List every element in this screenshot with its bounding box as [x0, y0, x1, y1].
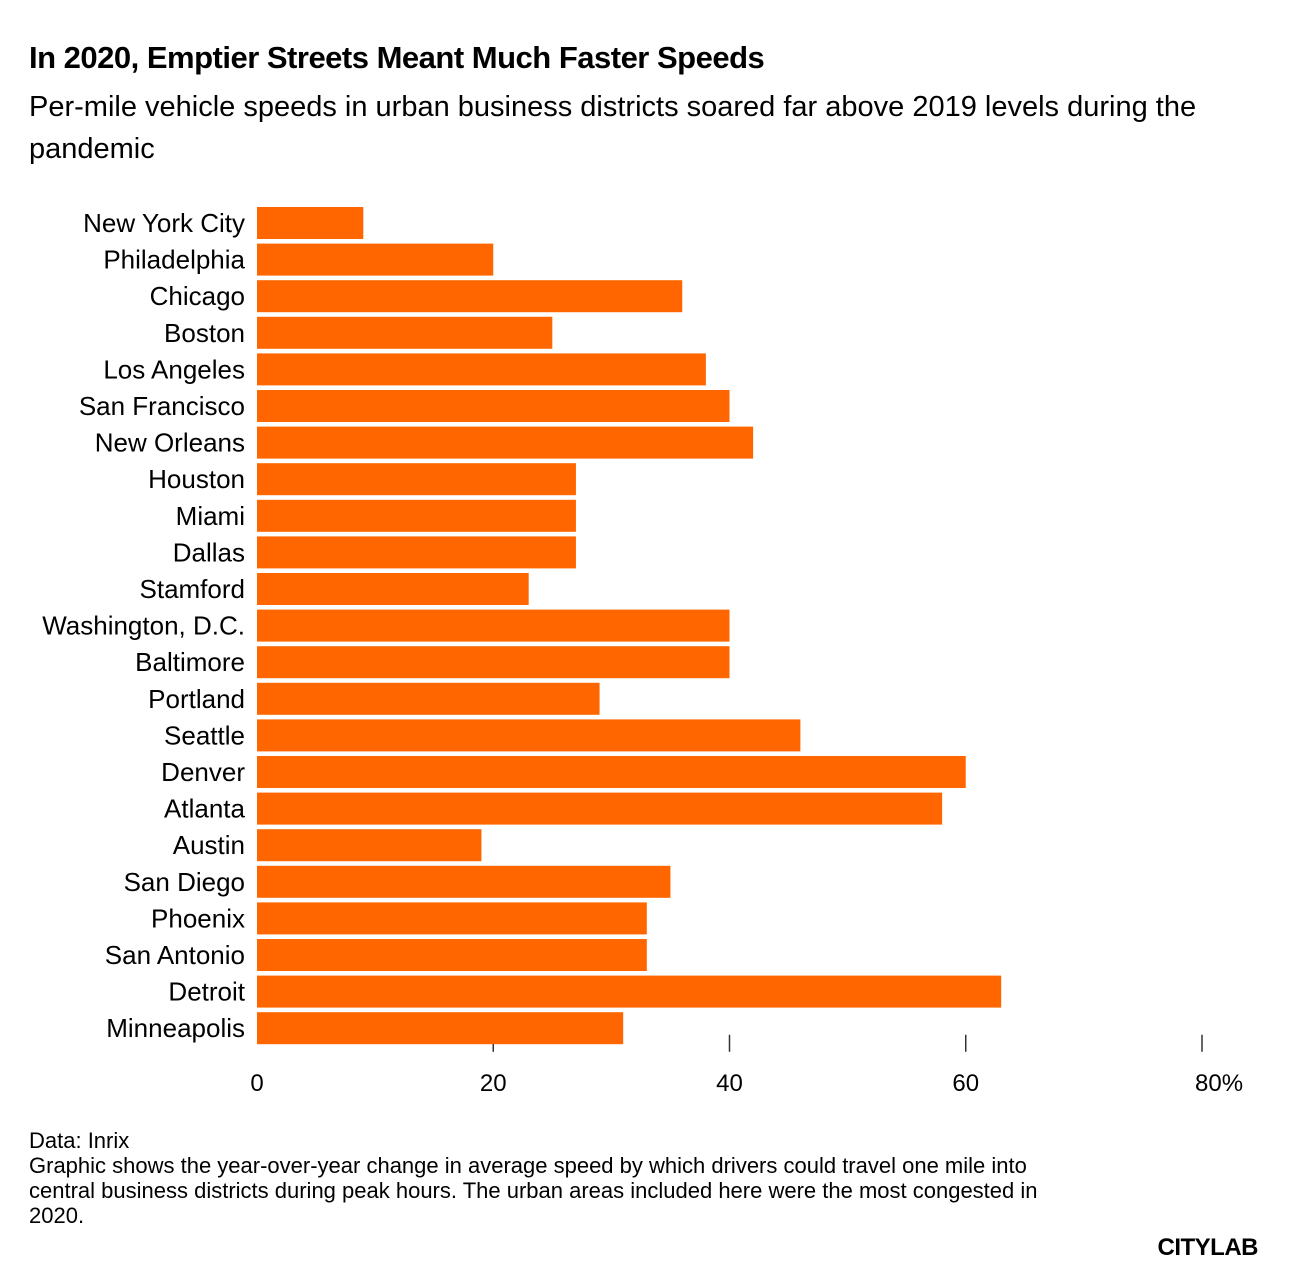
category-label: Atlanta [164, 794, 245, 824]
bar-dallas [257, 536, 576, 569]
x-tick-label: 0 [250, 1070, 263, 1097]
chart-title: In 2020, Emptier Streets Meant Much Fast… [29, 40, 765, 75]
category-label: Los Angeles [103, 354, 245, 384]
bar-phoenix [257, 902, 647, 935]
category-label: Chicago [150, 281, 245, 311]
category-label: Philadelphia [103, 245, 245, 275]
citylab-logo: CITYLAB [1157, 1234, 1259, 1261]
category-label: Washington, D.C. [42, 611, 245, 641]
category-label: Denver [161, 757, 245, 787]
category-label: Detroit [168, 977, 245, 1007]
bar-san-diego [257, 865, 671, 898]
bar-baltimore [257, 646, 730, 679]
bar-los-angeles [257, 353, 706, 386]
x-tick-label: 80% [1195, 1070, 1243, 1097]
category-label: Phoenix [151, 903, 245, 933]
footer: Data: Inrix Graphic shows the year-over-… [29, 1128, 1049, 1228]
bar-washington-d-c [257, 609, 730, 642]
bar-san-francisco [257, 390, 730, 422]
x-tick-label: 40 [716, 1070, 743, 1097]
category-label: Portland [148, 684, 245, 714]
bar-philadelphia [257, 243, 494, 276]
bar-portland [257, 682, 600, 715]
bar-san-antonio [257, 939, 647, 971]
category-label: San Francisco [79, 391, 245, 421]
category-label: San Diego [124, 867, 245, 897]
bar-boston [257, 316, 553, 349]
bar-new-york-city [257, 207, 364, 239]
bar-chart: 0 20 40 60 80% New York City Philadelphia Chic… [42, 207, 1243, 1097]
bar-detroit [257, 975, 1002, 1008]
category-label: Dallas [173, 537, 245, 567]
bar-new-orleans [257, 426, 754, 459]
footnote: Graphic shows the year-over-year change … [29, 1153, 1038, 1228]
bar-seattle [257, 719, 801, 752]
category-label: Stamford [140, 574, 246, 604]
bars-group [257, 207, 1002, 1045]
category-labels: New York City Philadelphia Chicago Boston Lo… [42, 208, 246, 1043]
category-label: Miami [176, 501, 245, 531]
bar-stamford [257, 573, 529, 605]
data-source: Data: Inrix [29, 1128, 130, 1153]
bar-chicago [257, 280, 683, 313]
bar-austin [257, 829, 482, 862]
bar-houston [257, 463, 576, 496]
category-label: Houston [148, 464, 245, 494]
category-label: Austin [173, 830, 245, 860]
category-label: Boston [164, 318, 245, 348]
bar-atlanta [257, 792, 943, 825]
category-label: New York City [83, 208, 245, 238]
bar-miami [257, 499, 576, 532]
category-label: Seattle [164, 720, 245, 750]
category-label: Minneapolis [106, 1013, 245, 1043]
category-label: New Orleans [95, 428, 245, 458]
x-tick-label: 20 [480, 1070, 507, 1097]
category-label: Baltimore [135, 647, 245, 677]
x-axis: 0 20 40 60 80% [250, 1034, 1243, 1097]
category-label: San Antonio [105, 940, 245, 970]
bar-denver [257, 756, 966, 788]
bar-minneapolis [257, 1012, 624, 1045]
chart-subtitle: Per-mile vehicle speeds in urban busines… [29, 91, 1197, 165]
x-tick-label: 60 [952, 1070, 979, 1097]
